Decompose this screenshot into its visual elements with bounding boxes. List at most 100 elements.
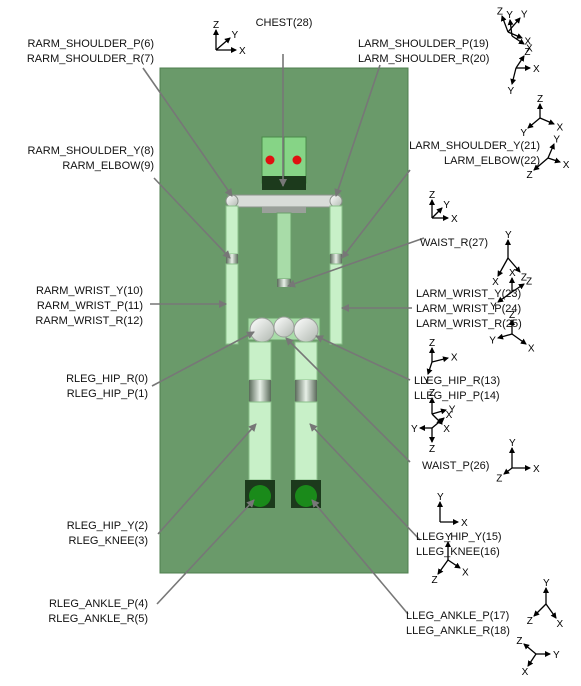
right-ankle-joint <box>249 485 271 507</box>
axis-letter-y: Y <box>423 376 430 387</box>
axis-letter-y: Y <box>489 336 496 347</box>
label-larm-wrist: LARM_WRIST_Y(23) LARM_WRIST_P(24) LARM_WRI… <box>416 288 522 330</box>
axis-letter-y: Y <box>443 200 450 211</box>
axis-letter-x: X <box>533 464 540 475</box>
axis-arrow-y <box>507 19 514 37</box>
axis-letter-y: Y <box>232 30 239 41</box>
axis-arrow-x <box>431 356 449 363</box>
axis-letter-z: Z <box>496 474 502 485</box>
axis-letter-x: X <box>451 353 458 364</box>
axis-letter-z: Z <box>516 636 522 647</box>
axis-letter-x: X <box>526 43 533 54</box>
axis-letter-x: X <box>557 122 564 133</box>
leader-waist-r <box>287 237 425 288</box>
axis-arrow-y <box>507 17 521 33</box>
right-forearm <box>225 263 239 345</box>
left-thigh <box>294 341 318 381</box>
right-eye <box>265 155 275 165</box>
axis-arrow-z <box>503 467 513 475</box>
left-shin <box>294 401 318 481</box>
axis-arrow-y <box>426 361 433 375</box>
axis-letter-y: Y <box>553 650 560 661</box>
torso-spine <box>276 212 292 280</box>
leader-lleg-hip <box>315 335 411 381</box>
label-larm-elbow: LARM_SHOULDER_Y(21) LARM_ELBOW(22) <box>409 140 540 167</box>
axis-arrow-y <box>431 408 447 415</box>
axis-letter-z: Z <box>213 20 219 31</box>
axis-arrow-x <box>547 157 561 164</box>
axis-letter-x: X <box>528 343 535 354</box>
leader-waist-p <box>285 337 411 463</box>
axis-letter-z: Z <box>429 388 435 399</box>
axis-arrow-x <box>527 653 537 667</box>
leader-lleg-ankle <box>311 499 409 615</box>
axis-arrow-y <box>431 207 443 219</box>
axis-letter-z: Z <box>429 444 435 455</box>
right-thigh <box>248 341 272 381</box>
axis-arrow-z <box>523 643 537 655</box>
axis-arrow-z <box>437 559 449 575</box>
label-chest: CHEST(28) <box>255 17 313 29</box>
axis-letter-y: Y <box>521 9 528 20</box>
left-forearm <box>329 263 343 345</box>
label-lleg-ankle: LLEG_ANKLE_P(17) LLEG_ANKLE_R(18) <box>406 610 510 637</box>
axis-letter-z: Z <box>432 575 438 586</box>
axis-arrow-x <box>511 35 525 45</box>
chest-plate <box>262 207 306 213</box>
axis-arrow-x <box>511 333 527 345</box>
left-upper-arm <box>329 205 343 255</box>
axis-arrow-x <box>431 413 443 425</box>
leader-rleg-hip <box>151 331 255 387</box>
head-base <box>262 176 306 190</box>
axis-letter-z: Z <box>524 47 530 58</box>
axis-arrow-z <box>500 15 509 33</box>
label-larm-shoulder: LARM_SHOULDER_P(19) LARM_SHOULDER_R(20) <box>358 38 490 65</box>
axis-arrow-x <box>447 559 461 569</box>
axis-letter-y: Y <box>437 492 444 503</box>
axis-letter-z: Z <box>429 338 435 349</box>
axis-arrow-y <box>497 333 513 340</box>
leader-rleg-ankle <box>156 499 255 605</box>
label-rarm-shoulder: RARM_SHOULDER_P(6) RARM_SHOULDER_R(7) <box>26 38 154 65</box>
label-lleg-knee: LLEG_HIP_Y(15) LLEG_KNEE(16) <box>416 531 502 558</box>
axis-arrow-y <box>547 143 555 159</box>
axis-letter-z: Z <box>527 616 533 627</box>
left-hip-joint <box>293 317 319 343</box>
leader-rleg-knee <box>157 423 257 535</box>
waist-joint <box>277 279 291 287</box>
shoulder-bar <box>227 194 341 208</box>
axis-arrow-x <box>497 257 509 277</box>
label-rleg-hip: RLEG_HIP_R(0) RLEG_HIP_P(1) <box>66 373 148 400</box>
leader-lleg-knee <box>309 423 421 541</box>
axis-letter-x: X <box>492 277 499 288</box>
right-upper-arm <box>225 205 239 255</box>
axis-arrow-x <box>539 117 555 125</box>
label-rarm-wrist: RARM_WRIST_Y(10) RARM_WRIST_P(11) RARM_WRI… <box>35 285 143 327</box>
axis-letter-y: Y <box>509 438 516 449</box>
axis-letter-z: Z <box>526 277 532 288</box>
left-elbow-joint <box>330 254 342 264</box>
right-knee-joint <box>249 380 271 402</box>
axis-letter-z: Z <box>526 170 532 181</box>
leader-larm-elbow <box>341 169 411 259</box>
axis-arrow-y <box>510 67 517 85</box>
axis-letter-y: Y <box>553 134 560 145</box>
axis-letter-y: Y <box>506 10 513 21</box>
axis-letter-y: Y <box>445 532 452 543</box>
axis-letter-y: Y <box>520 128 527 139</box>
axis-letter-z: Z <box>521 273 527 284</box>
axis-letter-x: X <box>525 36 532 47</box>
axis-letter-x: X <box>462 567 469 578</box>
axis-arrow-z <box>515 55 525 69</box>
axis-letter-x: X <box>522 667 529 678</box>
axis-letter-z: Z <box>537 94 543 105</box>
axis-letter-x: X <box>446 410 453 421</box>
axis-letter-y: Y <box>411 424 418 435</box>
axis-letter-x: X <box>239 46 246 57</box>
axis-letter-z: Z <box>497 6 503 17</box>
leader-rarm-elbow <box>153 177 231 259</box>
leader-larm-shoulder <box>334 64 381 197</box>
left-ankle-joint <box>295 485 317 507</box>
axis-letter-y: Y <box>490 301 497 312</box>
